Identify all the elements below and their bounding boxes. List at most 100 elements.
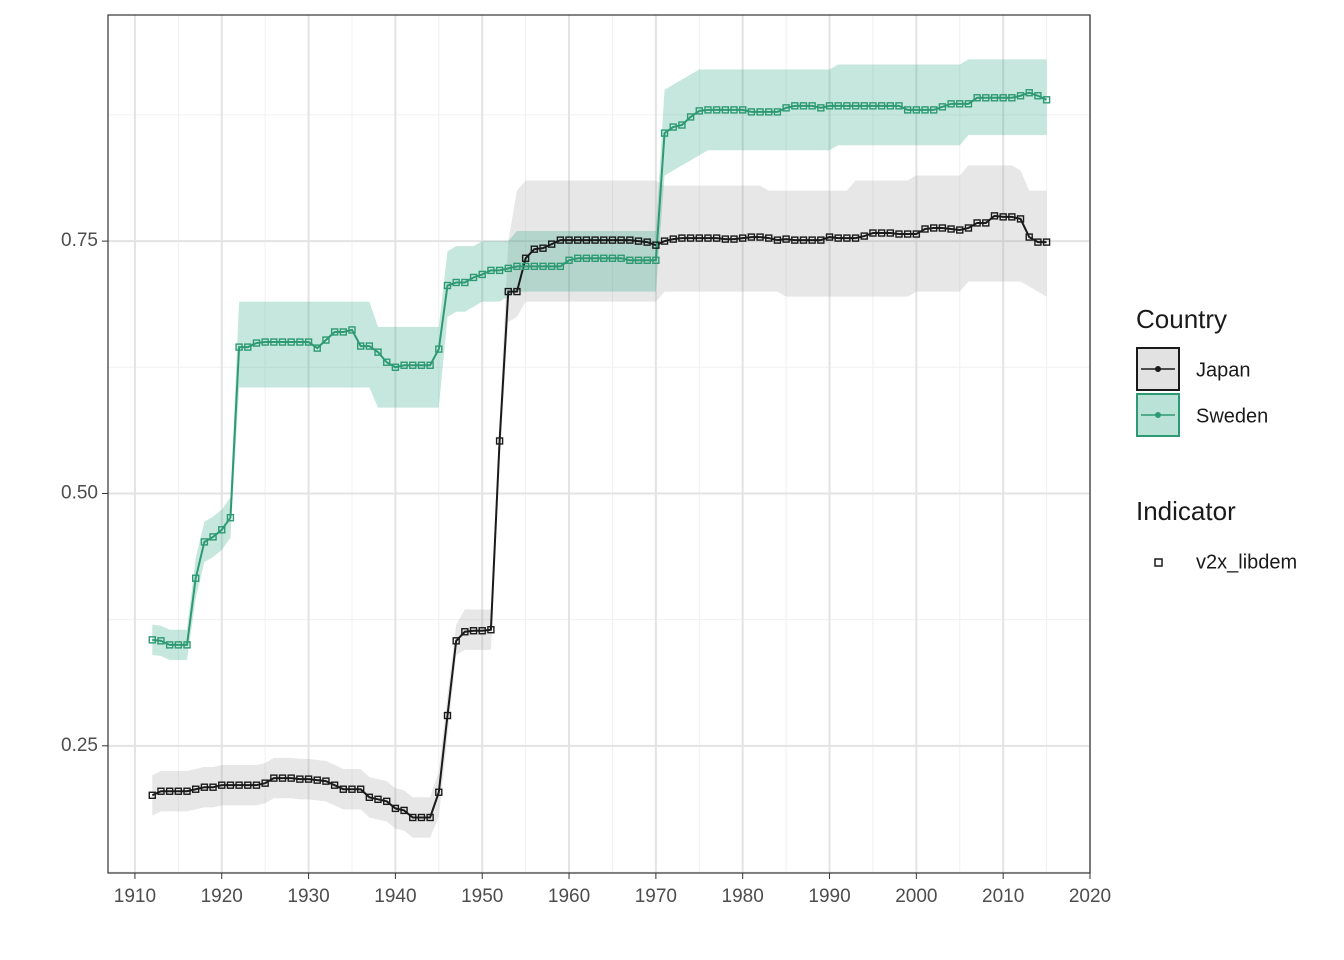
- series-line: [152, 91, 1048, 646]
- point: [817, 104, 825, 112]
- point: [626, 256, 634, 264]
- point: [843, 102, 851, 110]
- point: [365, 793, 374, 801]
- point: [469, 627, 478, 635]
- point: [539, 262, 547, 271]
- point: [912, 230, 921, 238]
- point: [148, 791, 156, 799]
- point: [669, 123, 677, 131]
- x-tick-label: 2020: [1069, 886, 1111, 907]
- point: [738, 234, 747, 242]
- x-tick-label: 1910: [114, 886, 156, 907]
- x-tick-label: 1930: [287, 886, 329, 907]
- point: [521, 262, 530, 271]
- point: [1034, 92, 1042, 100]
- point: [747, 233, 756, 241]
- x-tick-label: 1940: [374, 886, 416, 907]
- point: [886, 102, 895, 110]
- point: [278, 774, 287, 782]
- point: [938, 103, 947, 111]
- point: [356, 342, 365, 350]
- point: [808, 236, 816, 244]
- point: [487, 266, 495, 275]
- point: [261, 338, 269, 346]
- point: [435, 345, 443, 353]
- confidence-band: [152, 59, 1047, 661]
- point: [773, 108, 782, 116]
- point: [903, 230, 912, 238]
- x-tick-label: 1980: [722, 886, 764, 907]
- point: [982, 94, 990, 102]
- point: [270, 774, 278, 782]
- point: [660, 237, 669, 245]
- point: [1034, 238, 1042, 246]
- point: [973, 219, 981, 227]
- point: [374, 348, 382, 356]
- point: [469, 273, 478, 282]
- point: [530, 245, 539, 253]
- point: [443, 711, 452, 720]
- point: [973, 94, 981, 102]
- point: [825, 102, 834, 110]
- point: [191, 785, 200, 793]
- panel-border: [107, 14, 1091, 874]
- point: [478, 270, 486, 279]
- point: [712, 106, 721, 114]
- point: [191, 574, 200, 582]
- point: [252, 339, 261, 347]
- point: [721, 235, 730, 243]
- point: [695, 234, 703, 242]
- point: [591, 236, 599, 244]
- point: [626, 236, 634, 244]
- point: [339, 328, 347, 336]
- point: [860, 102, 868, 110]
- point: [912, 106, 921, 114]
- point: [634, 256, 643, 264]
- point: [877, 229, 886, 237]
- point: [791, 102, 799, 110]
- point: [860, 232, 868, 240]
- point: [330, 328, 339, 336]
- point: [148, 636, 156, 644]
- point: [409, 813, 417, 822]
- point: [747, 108, 756, 116]
- point: [608, 254, 617, 262]
- point: [730, 235, 738, 243]
- point: [877, 102, 886, 110]
- point: [209, 533, 217, 541]
- point: [183, 641, 191, 649]
- legend-key-dot: [1155, 412, 1161, 418]
- point: [443, 281, 452, 290]
- x-tick-label: 1970: [635, 886, 677, 907]
- point: [383, 797, 391, 806]
- point: [235, 781, 243, 789]
- point: [608, 236, 617, 244]
- point: [1016, 215, 1025, 223]
- legend-label: v2x_libdem: [1196, 551, 1297, 573]
- point: [782, 104, 790, 112]
- point: [678, 234, 686, 242]
- x-tick-label: 1990: [808, 886, 850, 907]
- point: [669, 235, 677, 243]
- point: [930, 224, 938, 232]
- x-tick-label: 1960: [548, 886, 590, 907]
- point: [765, 234, 773, 242]
- point: [686, 234, 695, 242]
- point: [999, 213, 1007, 221]
- point: [348, 326, 356, 334]
- point: [591, 254, 599, 262]
- point: [600, 254, 608, 262]
- y-tick-label: 0.25: [61, 735, 98, 756]
- point: [921, 106, 929, 114]
- point: [574, 254, 582, 262]
- point: [886, 229, 895, 237]
- point: [947, 225, 955, 233]
- point: [964, 100, 973, 108]
- point: [574, 236, 582, 244]
- point: [278, 338, 287, 346]
- x-tick-label: 1950: [461, 886, 503, 907]
- point: [704, 234, 712, 242]
- point: [391, 363, 400, 371]
- point: [834, 234, 842, 242]
